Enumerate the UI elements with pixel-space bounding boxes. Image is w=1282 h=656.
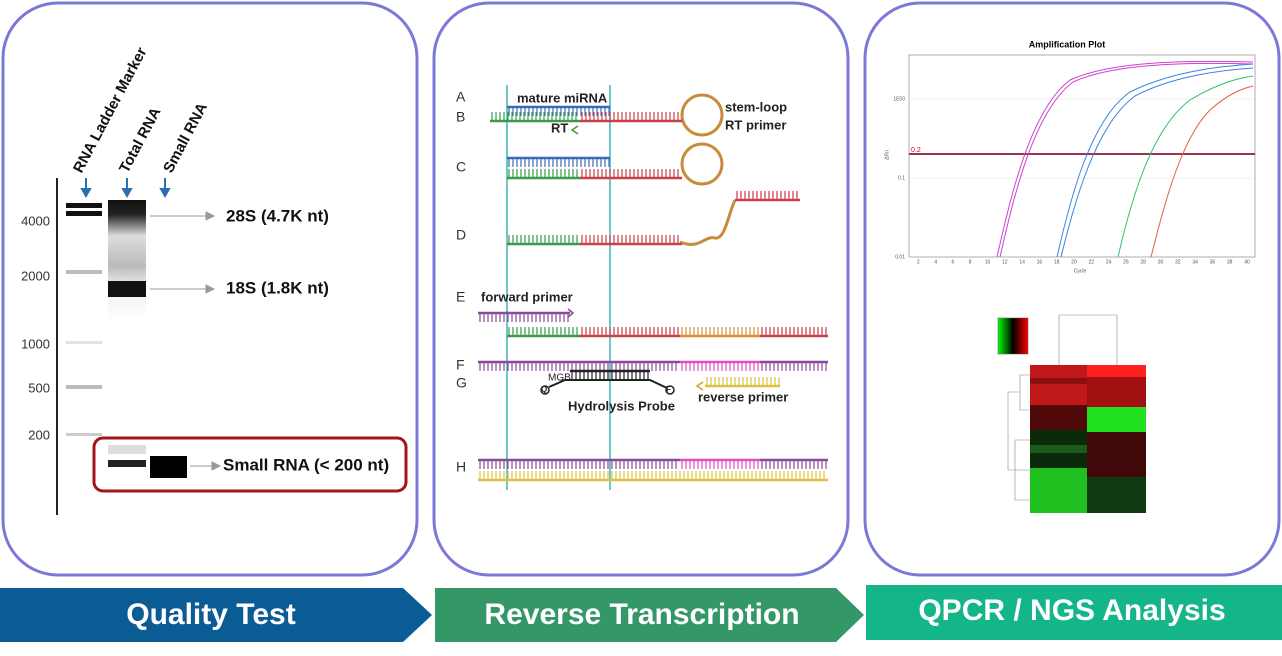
- label: F: [666, 385, 671, 394]
- strand: [490, 112, 580, 123]
- x-tick-label: 14: [1019, 259, 1025, 265]
- x-tick-label: 16: [1037, 259, 1043, 265]
- x-tick-label: 26: [1123, 259, 1129, 265]
- strand: [680, 360, 760, 371]
- strand: [760, 360, 828, 371]
- x-tick-label: 38: [1227, 259, 1233, 265]
- x-tick-label: 18: [1054, 259, 1060, 265]
- strand: [507, 235, 580, 246]
- heatmap: [997, 314, 1146, 513]
- strand: [507, 327, 580, 338]
- step-arrow: [0, 588, 432, 642]
- size-label: 2000: [21, 268, 50, 283]
- step-letter: G: [456, 375, 467, 391]
- strand: [478, 311, 570, 322]
- strand: [507, 169, 580, 180]
- y-tick-label: 0.01: [895, 254, 905, 260]
- label: RT: [551, 120, 568, 135]
- step-title: Reverse Transcription: [484, 598, 799, 631]
- step-arrow: [866, 585, 1282, 640]
- strand: [478, 360, 590, 371]
- strand: [735, 191, 800, 202]
- band-label: Small RNA (< 200 nt): [223, 455, 389, 474]
- x-tick-label: 20: [1071, 259, 1077, 265]
- size-label: 500: [28, 380, 50, 395]
- step-arrow: [435, 588, 864, 642]
- x-tick-label: 6: [952, 259, 955, 265]
- strand: [705, 377, 780, 388]
- strand: [580, 169, 682, 180]
- step-title: Quality Test: [126, 598, 295, 631]
- strand: [680, 458, 760, 469]
- band-label: 28S (4.7K nt): [226, 206, 329, 225]
- strand: [478, 458, 680, 469]
- x-tick-label: 40: [1244, 259, 1250, 265]
- strand: [580, 327, 680, 338]
- x-tick-label: 36: [1210, 259, 1216, 265]
- strand: [580, 235, 682, 246]
- step-title: QPCR / NGS Analysis: [918, 594, 1225, 627]
- step-letter: D: [456, 227, 466, 243]
- x-tick-label: 24: [1106, 259, 1112, 265]
- threshold-label: 0.2: [911, 147, 921, 154]
- x-tick-label: 12: [1002, 259, 1008, 265]
- strand: [478, 471, 828, 482]
- band-label: 18S (1.8K nt): [226, 278, 329, 297]
- x-tick-label: 34: [1192, 259, 1198, 265]
- x-tick-label: 22: [1089, 259, 1095, 265]
- strand: [760, 327, 828, 338]
- label: reverse primer: [698, 389, 788, 404]
- x-tick-label: 30: [1158, 259, 1164, 265]
- y-tick-label: 1E00: [893, 96, 905, 102]
- size-label: 1000: [21, 336, 50, 351]
- rt-scheme: A B C D E F G H mature miRNA RT stem-loo…: [456, 85, 828, 490]
- step-letter: C: [456, 159, 466, 175]
- x-tick-label: 2: [917, 259, 920, 265]
- x-tick-label: 4: [934, 259, 937, 265]
- size-label: 200: [28, 427, 50, 442]
- x-axis-label: Cycle: [1074, 268, 1087, 274]
- step-letter: E: [456, 289, 465, 305]
- panel: [432, 1, 850, 577]
- step-letter: A: [456, 89, 466, 105]
- plot-title: Amplification Plot: [1029, 39, 1106, 49]
- step-letter: B: [456, 109, 465, 125]
- y-axis-label: ΔRn: [884, 150, 890, 160]
- highlight-box: [92, 436, 408, 493]
- strand: [760, 458, 828, 469]
- strand: [507, 105, 610, 116]
- label: mature miRNA: [517, 90, 608, 105]
- strand: [507, 156, 610, 167]
- strand: [570, 369, 650, 380]
- label: stem-loop: [725, 99, 787, 114]
- label: forward primer: [481, 289, 573, 304]
- label: MGB: [548, 373, 571, 384]
- strand: [590, 360, 680, 371]
- strand: [680, 327, 760, 338]
- x-tick-label: 8: [969, 259, 972, 265]
- size-label: 4000: [21, 213, 50, 228]
- step-letter: H: [456, 459, 466, 475]
- label: Hydrolysis Probe: [568, 398, 675, 413]
- label: RT primer: [725, 117, 786, 132]
- strand: [580, 112, 682, 123]
- x-tick-label: 10: [985, 259, 991, 265]
- y-tick-label: 0.1: [898, 175, 905, 181]
- amplification-plot: Amplification Plot 1E00 0.1 0.01 ΔRn Cyc…: [884, 39, 1256, 274]
- label: Q: [541, 385, 547, 394]
- step-letter: F: [456, 357, 465, 373]
- x-tick-label: 32: [1175, 259, 1181, 265]
- x-tick-label: 28: [1140, 259, 1146, 265]
